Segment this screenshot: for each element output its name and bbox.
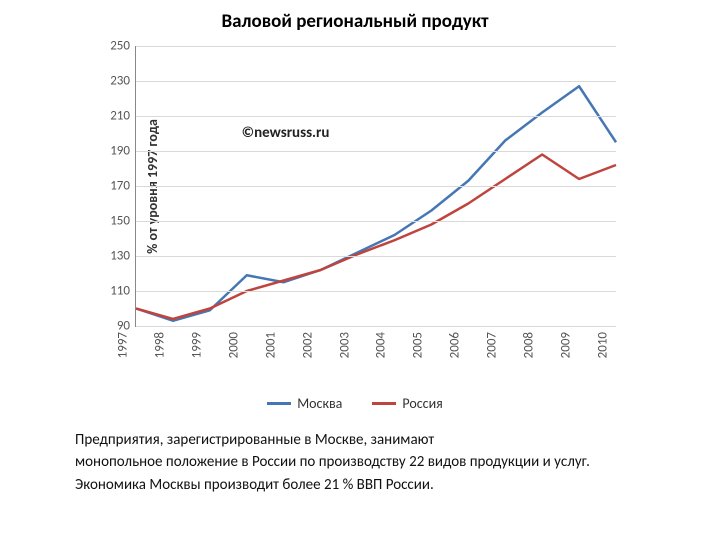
body-text: Предприятия, зарегистрированные в Москве… bbox=[75, 430, 655, 497]
x-tick-label: 1997 bbox=[115, 332, 130, 358]
y-tick-label: 210 bbox=[110, 109, 130, 124]
y-tick-label: 130 bbox=[110, 249, 130, 264]
legend-item: Россия bbox=[372, 395, 442, 412]
y-tick-label: 110 bbox=[110, 284, 130, 299]
x-tick-label: 2003 bbox=[337, 332, 352, 358]
x-tick-label: 1999 bbox=[189, 332, 204, 358]
gridline bbox=[136, 291, 616, 292]
series-line bbox=[136, 155, 616, 320]
series-line bbox=[136, 86, 616, 321]
y-tick-label: 250 bbox=[110, 39, 130, 54]
y-tick-label: 190 bbox=[110, 144, 130, 159]
body-text-line-3: Экономика Москвы производит более 21 % В… bbox=[75, 475, 655, 495]
body-text-line-2: монопольное положение в России по произв… bbox=[75, 452, 655, 472]
gridline bbox=[136, 221, 616, 222]
chart-title: Валовой региональный продукт bbox=[75, 10, 635, 33]
chart-legend: Москва Россия bbox=[75, 395, 635, 412]
gridline bbox=[136, 186, 616, 187]
x-tick-label: 2010 bbox=[595, 332, 610, 358]
x-tick-label: 2000 bbox=[226, 332, 241, 358]
gridline bbox=[136, 46, 616, 47]
legend-swatch bbox=[267, 402, 291, 405]
body-text-line-1: Предприятия, зарегистрированные в Москве… bbox=[75, 430, 655, 450]
y-tick-label: 170 bbox=[110, 179, 130, 194]
chart-plot-area: ©newsruss.ru 901101301501701902102302501… bbox=[135, 46, 616, 327]
gridline bbox=[136, 151, 616, 152]
page: Валовой региональный продукт % от уровня… bbox=[0, 0, 720, 540]
chart-container: Валовой региональный продукт % от уровня… bbox=[75, 8, 635, 418]
x-tick-label: 1998 bbox=[152, 332, 167, 358]
gridline bbox=[136, 326, 616, 327]
gridline bbox=[136, 116, 616, 117]
legend-swatch bbox=[372, 402, 396, 405]
x-tick-label: 2001 bbox=[263, 332, 278, 358]
x-tick-label: 2008 bbox=[521, 332, 536, 358]
gridline bbox=[136, 256, 616, 257]
x-tick-label: 2004 bbox=[374, 332, 389, 358]
x-tick-label: 2007 bbox=[485, 332, 500, 358]
y-tick-label: 230 bbox=[110, 74, 130, 89]
x-tick-label: 2002 bbox=[300, 332, 315, 358]
legend-label: Москва bbox=[297, 395, 342, 412]
y-tick-label: 150 bbox=[110, 214, 130, 229]
legend-item: Москва bbox=[267, 395, 342, 412]
x-tick-label: 2009 bbox=[558, 332, 573, 358]
x-tick-label: 2005 bbox=[411, 332, 426, 358]
gridline bbox=[136, 81, 616, 82]
x-tick-label: 2006 bbox=[448, 332, 463, 358]
legend-label: Россия bbox=[402, 395, 442, 412]
